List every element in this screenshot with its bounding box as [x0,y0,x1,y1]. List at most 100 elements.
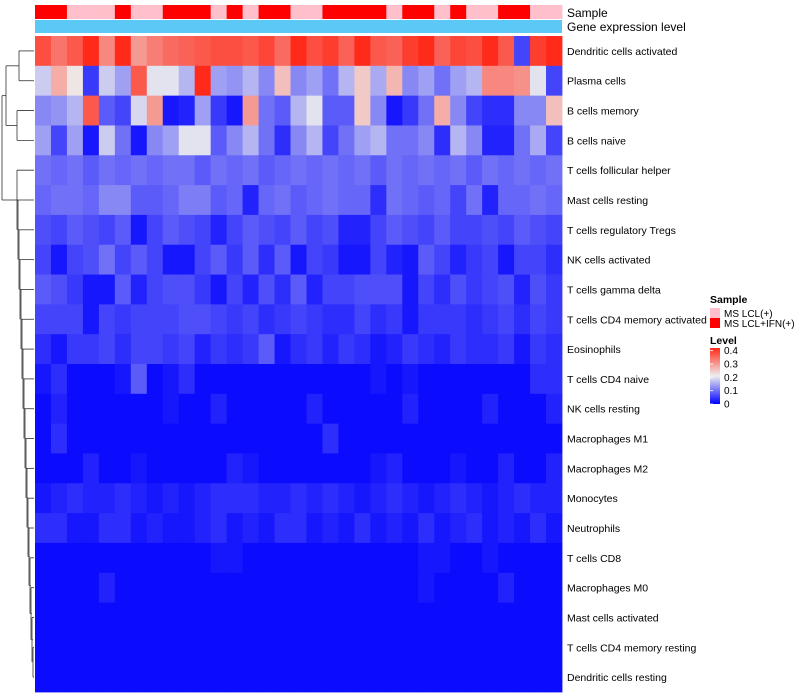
heatmap-cell [210,423,228,454]
heatmap-cell [66,244,84,275]
heatmap-cell [498,244,515,275]
heatmap-cell [306,364,323,395]
heatmap-cell [35,95,52,126]
heatmap-cell [354,602,371,633]
heatmap-cell [338,483,355,514]
heatmap-cell [82,662,100,693]
heatmap-cell [82,244,100,275]
heatmap-cell [194,95,212,126]
heatmap-cell [82,542,100,574]
heatmap-cell [354,274,371,305]
heatmap-cell [146,214,164,246]
heatmap-cell [402,334,419,365]
heatmap-cell [546,185,563,216]
heatmap-cell [338,542,355,574]
heatmap-cell [418,36,435,67]
heatmap-cell [66,632,84,663]
heatmap-cell [418,65,435,97]
heatmap-cell [226,155,244,186]
heatmap-cell [130,542,148,574]
heatmap-cell [370,572,387,603]
heatmap-cell [194,185,212,216]
heatmap-cell [290,125,307,156]
heatmap-cell [370,483,387,514]
heatmap-cell [130,36,148,67]
sample-cell [290,5,307,19]
heatmap-cell [418,155,435,186]
heatmap-cell [290,542,307,574]
heatmap-cell [194,632,212,663]
heatmap-cell [322,632,339,663]
heatmap-cell [514,483,531,514]
heatmap-cell [242,364,259,395]
row-label: Eosinophils [567,344,621,356]
heatmap-cell [322,125,339,156]
heatmap-cell [210,214,228,246]
heatmap-cell [370,125,387,156]
heatmap-cell [210,483,228,514]
row-label: NK cells activated [567,255,651,267]
sample-cell [274,5,291,19]
heatmap-cell [354,632,371,663]
heatmap-cell [146,542,164,574]
sample-cell [162,5,180,19]
heatmap-cell [514,334,531,365]
row-label: T cells regulatory Tregs [567,225,676,237]
heatmap-cell [274,274,291,305]
heatmap-cell [178,602,196,633]
heatmap-cell [226,572,244,603]
heatmap-cell [466,95,483,126]
heatmap-cell [114,155,132,186]
heatmap-cell [386,155,403,186]
heatmap-cell [338,334,355,365]
heatmap-cell [498,95,515,126]
heatmap-cell [274,125,291,156]
heatmap-cell [258,185,275,216]
heatmap-cell [194,513,212,544]
heatmap-cell [130,513,148,544]
heatmap-cell [258,393,275,425]
heatmap-cell [130,602,148,633]
heatmap-cell [130,572,148,603]
heatmap-cell [274,214,291,246]
sample-cell [226,5,244,19]
heatmap-cell [35,334,52,365]
heatmap-cell [450,274,467,305]
row-label: T cells CD4 memory activated [567,314,707,326]
heatmap-cell [498,155,515,186]
heatmap-cell [162,65,180,97]
heatmap-cell [66,602,84,633]
heatmap-cell [258,125,275,156]
heatmap-cell [434,542,451,574]
heatmap-cell [482,393,499,425]
heatmap-cell [306,632,323,663]
heatmap-cell [178,304,196,335]
sample-cell [338,5,355,19]
heatmap-cell [146,453,164,484]
heatmap-cell [242,334,259,365]
heatmap-cell [114,453,132,484]
heatmap-cell [98,125,116,156]
heatmap-cell [514,214,531,246]
heatmap-cell [210,364,228,395]
heatmap-cell [194,542,212,574]
heatmap-cell [546,393,563,425]
heatmap-cell [274,364,291,395]
sample-cell [546,5,563,19]
heatmap-cell [322,423,339,454]
heatmap-cell [194,483,212,514]
heatmap-cell [450,513,467,544]
heatmap-cell [290,513,307,544]
heatmap-cell [50,334,68,365]
heatmap-cell [258,662,275,693]
heatmap-cell [370,334,387,365]
heatmap-cell [50,513,68,544]
heatmap-cell [210,393,228,425]
heatmap-cell [290,244,307,275]
heatmap-cell [306,334,323,365]
heatmap-cell [546,214,563,246]
heatmap-cell [386,214,403,246]
heatmap-cell [498,393,515,425]
heatmap-cell [290,155,307,186]
